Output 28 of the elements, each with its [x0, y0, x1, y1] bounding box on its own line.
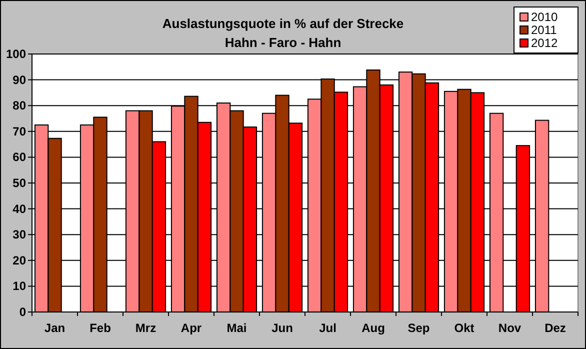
y-tick-label: 20	[12, 253, 26, 268]
x-tick-label: Feb	[90, 321, 111, 335]
y-tick-label: 30	[12, 228, 26, 242]
x-tick-label: Nov	[498, 321, 522, 335]
y-tick-label: 90	[12, 72, 26, 87]
x-tick-label: Dez	[544, 321, 566, 335]
x-tick-label: Aug	[362, 321, 385, 335]
x-tick-label: Jan	[44, 321, 66, 335]
y-tick-label: 10	[12, 279, 26, 294]
y-tick-label: 40	[12, 202, 26, 216]
legend-label: 2011	[531, 23, 558, 37]
y-tick-label: 60	[12, 150, 26, 164]
x-tick-label: Mrz	[135, 321, 156, 335]
x-tick-label: Okt	[454, 321, 474, 335]
x-tick-label: Mai	[226, 321, 247, 335]
legend-label: 2010	[531, 10, 558, 24]
x-tick-label: Jun	[272, 321, 293, 335]
y-tick-label: 0	[19, 305, 26, 319]
chart-title: Auslastungsquote in % auf der Strecke	[162, 16, 404, 31]
x-tick-label: Jul	[319, 321, 336, 335]
x-tick-label: Sep	[408, 321, 430, 335]
y-tick-label: 50	[12, 176, 26, 190]
chart-subtitle: Hahn - Faro - Hahn	[224, 35, 342, 50]
y-tick-label: 80	[12, 98, 26, 113]
x-tick-label: Apr	[180, 321, 202, 335]
y-tick-label: 100	[6, 47, 26, 61]
legend-label: 2012	[531, 36, 558, 50]
y-tick-label: 70	[12, 124, 26, 138]
